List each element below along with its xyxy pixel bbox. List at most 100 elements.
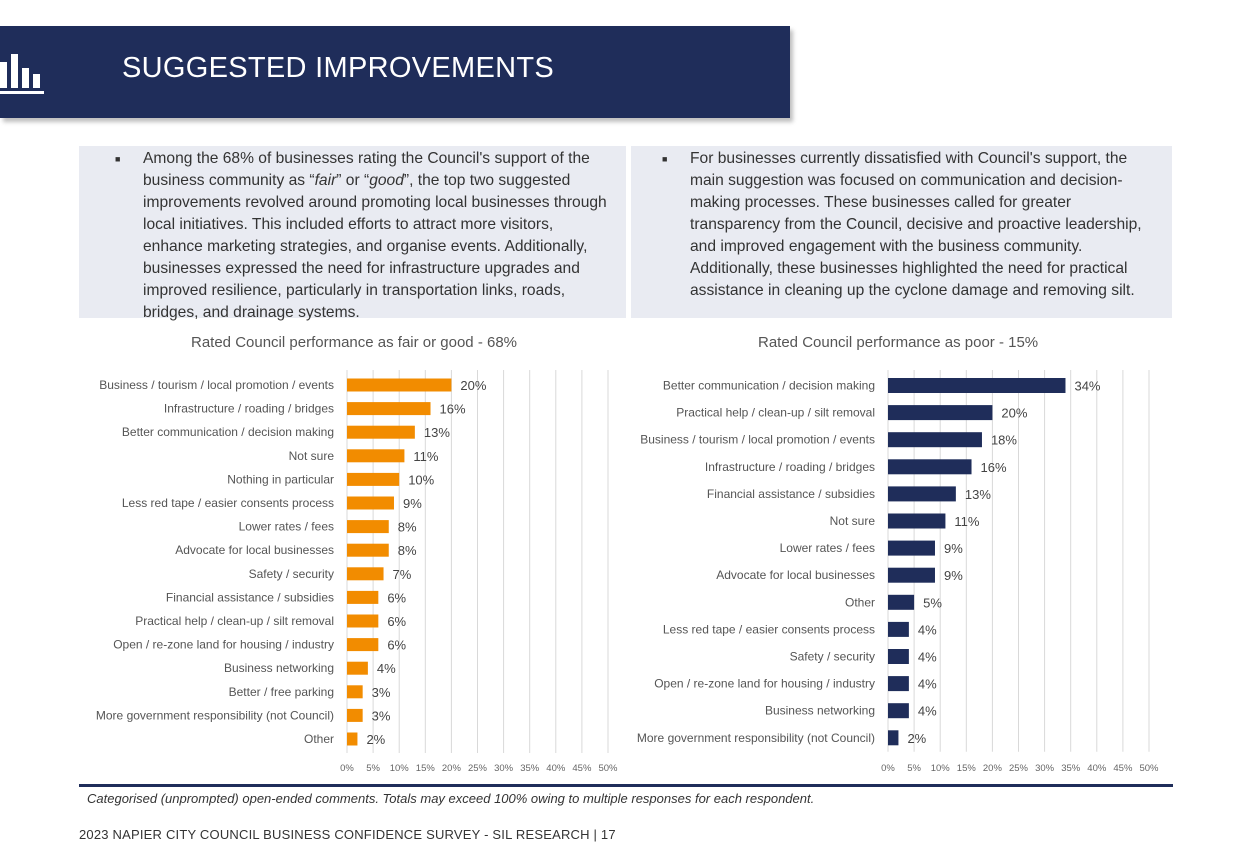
- bar: [888, 432, 982, 448]
- data-label: 4%: [918, 650, 937, 665]
- data-label: 34%: [1074, 379, 1100, 394]
- category-label: Less red tape / easier consents process: [663, 622, 875, 636]
- data-label: 11%: [413, 449, 438, 464]
- summary-note-right: ■ For businesses currently dissatisfied w…: [631, 146, 1172, 318]
- data-label: 10%: [408, 472, 434, 487]
- bar: [347, 496, 394, 510]
- chart-poor: 0% 5% 10% 15% 20% 25% 30% 35% 40% 45% 50% Better co…: [637, 370, 1159, 774]
- category-label: Financial assistance / subsidies: [707, 487, 875, 501]
- data-label: 4%: [918, 677, 937, 692]
- bar: [888, 676, 909, 692]
- x-tick-label: 20%: [983, 763, 1003, 774]
- x-tick-label: 35%: [1061, 763, 1081, 774]
- category-label: Other: [304, 732, 334, 746]
- data-label: 20%: [460, 378, 486, 393]
- bar: [347, 472, 400, 486]
- summary-note-right-text: ■ For businesses currently dissatisfied w…: [662, 148, 1164, 302]
- note-left-part1: Among the 68% of businesses rating the C…: [143, 150, 590, 189]
- page-footer: 2023 NAPIER CITY COUNCIL BUSINESS CONFID…: [79, 827, 616, 842]
- category-label: Practical help / clean-up / silt removal: [135, 614, 334, 628]
- category-label: Not sure: [289, 449, 335, 463]
- data-label: 9%: [944, 568, 963, 583]
- x-tick-label: 5%: [366, 763, 380, 774]
- page-title: SUGGESTED IMPROVEMENTS: [122, 52, 554, 84]
- data-label: 8%: [398, 520, 417, 535]
- bar: [347, 685, 363, 699]
- category-label: Advocate for local businesses: [716, 568, 875, 582]
- bar: [888, 459, 972, 475]
- bar: [888, 703, 909, 719]
- bar: [347, 732, 358, 746]
- bar: [347, 520, 389, 534]
- category-label: Nothing in particular: [227, 472, 334, 486]
- bar: [347, 567, 384, 581]
- x-tick-label: 10%: [931, 763, 951, 774]
- data-label: 16%: [981, 460, 1007, 475]
- x-tick-label: 35%: [520, 763, 540, 774]
- bottom-rule: [79, 784, 1173, 787]
- bar: [347, 590, 379, 604]
- bar: [347, 708, 363, 722]
- data-label: 4%: [918, 622, 937, 637]
- footnote: Categorised (unprompted) open-ended comm…: [87, 791, 815, 806]
- category-label: Practical help / clean-up / silt removal: [676, 406, 875, 420]
- category-label: Lower rates / fees: [239, 520, 334, 534]
- bar: [888, 594, 915, 610]
- bar: [347, 449, 405, 463]
- data-label: 6%: [387, 590, 406, 605]
- bar: [347, 638, 379, 652]
- note-left-emphasis-fair: fair: [314, 172, 337, 189]
- bullet-icon: ■: [662, 154, 668, 164]
- bar: [347, 425, 415, 439]
- x-tick-label: 0%: [340, 763, 354, 774]
- summary-note-left-text: ■ Among the 68% of businesses rating the …: [115, 148, 616, 324]
- x-tick-label: 50%: [1139, 763, 1159, 774]
- x-tick-label: 30%: [494, 763, 514, 774]
- x-tick-label: 10%: [390, 763, 410, 774]
- chart-title-fair-good: Rated Council performance as fair or goo…: [191, 334, 518, 351]
- data-label: 3%: [372, 685, 391, 700]
- x-tick-label: 45%: [1113, 763, 1133, 774]
- bar: [888, 649, 909, 664]
- category-label: Safety / security: [790, 650, 875, 664]
- category-label: Advocate for local businesses: [175, 543, 334, 557]
- data-label: 6%: [387, 638, 406, 653]
- bar-chart-icon: [0, 54, 44, 94]
- data-label: 4%: [918, 704, 937, 719]
- data-label: 2%: [907, 731, 926, 746]
- x-tick-label: 20%: [442, 763, 462, 774]
- data-label: 2%: [366, 732, 385, 747]
- data-label: 13%: [424, 425, 450, 440]
- category-label: Open / re-zone land for housing / indust…: [654, 677, 875, 691]
- bar: [347, 378, 452, 392]
- data-label: 4%: [377, 661, 396, 676]
- bar: [888, 378, 1066, 393]
- category-label: Better / free parking: [229, 685, 334, 699]
- note-left-part2: ” or “: [336, 172, 370, 189]
- category-label: More government responsibility (not Coun…: [96, 708, 334, 722]
- category-label: Not sure: [830, 514, 876, 528]
- data-label: 20%: [1001, 406, 1027, 421]
- note-left-part3: ”, the top two suggested improvements re…: [143, 172, 607, 321]
- x-tick-label: 40%: [1087, 763, 1107, 774]
- bar: [347, 543, 389, 557]
- x-tick-label: 0%: [881, 763, 895, 774]
- category-label: Better communication / decision making: [663, 379, 875, 393]
- bar: [347, 402, 431, 416]
- data-label: 16%: [440, 402, 466, 417]
- x-tick-label: 30%: [1035, 763, 1055, 774]
- x-tick-label: 40%: [546, 763, 566, 774]
- category-label: Business / tourism / local promotion / e…: [99, 378, 334, 392]
- bar: [888, 621, 909, 637]
- data-label: 5%: [923, 595, 942, 610]
- bar: [888, 730, 899, 746]
- category-label: Infrastructure / roading / bridges: [705, 460, 875, 474]
- data-label: 18%: [991, 433, 1017, 448]
- data-label: 8%: [398, 543, 417, 558]
- category-label: More government responsibility (not Coun…: [637, 731, 875, 745]
- category-label: Infrastructure / roading / bridges: [164, 402, 334, 416]
- category-label: Safety / security: [249, 567, 334, 581]
- data-label: 11%: [954, 514, 979, 529]
- bar: [888, 567, 935, 583]
- category-label: Business / tourism / local promotion / e…: [640, 433, 875, 447]
